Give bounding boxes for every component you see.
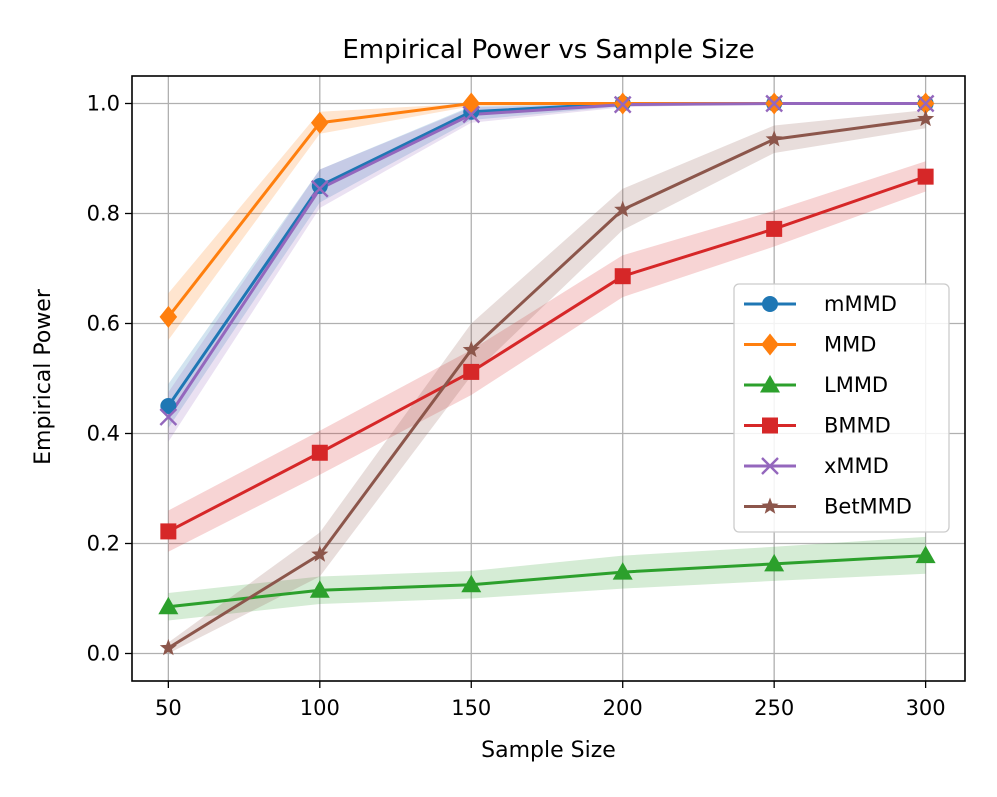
legend-lmmd-marker (760, 375, 780, 393)
lmmd-point (309, 580, 330, 598)
legend-betmmd-marker (761, 497, 779, 514)
x-tick-label: 200 (603, 696, 643, 720)
legend-mmd-label: MMD (824, 333, 876, 357)
x-axis-ticks: 50 100 150 200 250 300 (155, 681, 946, 720)
mmd-point (311, 111, 329, 134)
xmmd-line (167, 102, 926, 418)
betmmd-line (167, 117, 926, 650)
bmmd-point (160, 523, 177, 540)
legend-betmmd-label: BetMMD (824, 495, 912, 519)
y-tick-label: 0.0 (87, 642, 120, 666)
y-axis-ticks: 0.0 0.2 0.4 0.6 0.8 1.0 (87, 92, 132, 666)
x-tick-label: 100 (300, 696, 340, 720)
bmmd-point (463, 363, 480, 380)
legend-bmmd-label: BMMD (824, 414, 891, 438)
betmmd-point (159, 639, 177, 656)
lmmd-point (158, 596, 179, 615)
x-axis-title: Sample Size (481, 738, 616, 763)
y-tick-label: 0.4 (87, 422, 120, 446)
legend-mmmd-marker (762, 296, 778, 312)
legend-bmmd-marker (762, 417, 778, 434)
x-tick-label: 250 (754, 696, 794, 720)
betmmd-point (462, 340, 480, 358)
bmmd-line (167, 175, 927, 533)
bmmd-point (311, 444, 328, 461)
y-tick-label: 0.8 (87, 202, 120, 226)
y-tick-label: 0.2 (87, 532, 120, 556)
legend-xmmd-label: xMMD (824, 454, 889, 478)
xmmd-point (765, 94, 784, 113)
xmmd-point (310, 179, 329, 198)
xmmd-point (159, 408, 178, 426)
x-tick-label: 50 (155, 696, 182, 720)
plot-frame (131, 75, 966, 682)
bmmd-point (614, 268, 631, 285)
betmmd-point (614, 200, 632, 217)
legend-mmd-marker (761, 333, 779, 356)
y-axis-title: Empirical Power (31, 288, 56, 465)
legend-mmmd-label: mMMD (824, 292, 897, 316)
betmmd-band (168, 110, 926, 654)
bmmd-band (168, 161, 926, 552)
lmmd-point (612, 562, 633, 580)
bmmd-point (766, 220, 783, 237)
xmmd-point (916, 94, 935, 113)
mmmd-point (160, 398, 177, 414)
lmmd-point (915, 545, 936, 564)
x-tick-label: 150 (451, 696, 491, 720)
series-markers (158, 92, 936, 656)
mmd-point (159, 305, 178, 328)
legend-xmmd-marker (761, 457, 779, 475)
y-tick-label: 1.0 (87, 92, 120, 116)
series-lines (167, 102, 927, 650)
legend-lmmd-label: LMMD (824, 373, 888, 397)
betmmd-point (917, 109, 935, 127)
x-tick-label: 300 (906, 696, 946, 720)
chart-title: Empirical Power vs Sample Size (342, 35, 754, 65)
xmmd-point (462, 105, 481, 124)
y-tick-label: 0.6 (87, 312, 120, 336)
lmmd-point (764, 553, 785, 572)
betmmd-point (765, 130, 783, 147)
mmmd-point (311, 178, 328, 194)
legend: mMMD MMD LMMD BMMD xMMD BetMMD (733, 283, 950, 533)
lmmd-line (168, 554, 926, 609)
xmmd-point (613, 95, 632, 114)
lmmd-point (461, 574, 482, 593)
betmmd-point (311, 545, 329, 562)
bmmd-point (917, 168, 934, 185)
